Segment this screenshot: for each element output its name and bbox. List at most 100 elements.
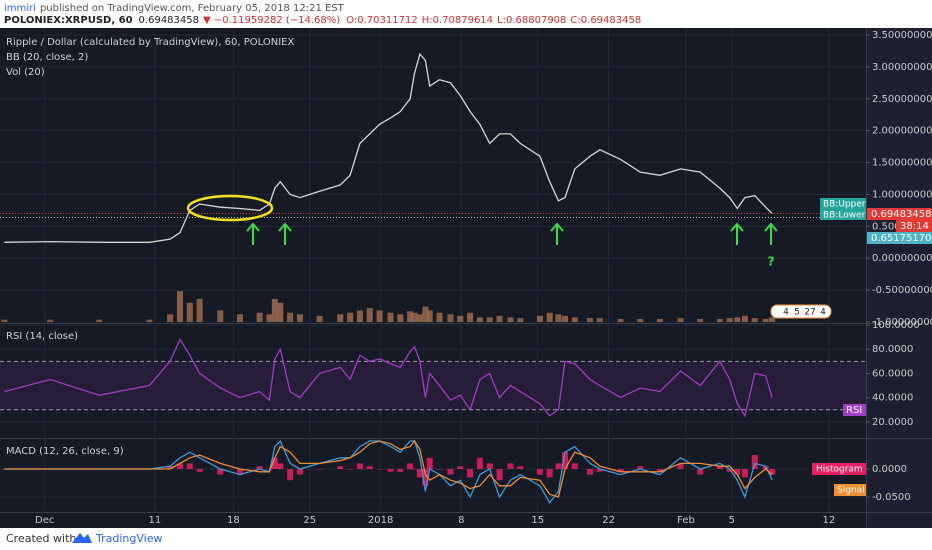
pane-title: MACD (12, 26, close, 9): [6, 446, 124, 457]
bar: [536, 469, 543, 475]
open: O:0.70311712: [346, 15, 418, 26]
bar: [476, 317, 483, 322]
y-tick-label: 40.0000: [872, 393, 913, 404]
signal-box: [834, 484, 866, 496]
y-tick-label: 0.0000: [872, 464, 907, 475]
bar: [555, 463, 562, 470]
badge: 5: [794, 308, 800, 318]
bar: [366, 466, 373, 470]
x-tick-label: 15: [531, 515, 544, 526]
badge: 4: [820, 308, 826, 318]
bar: [751, 318, 758, 322]
bar: [517, 318, 524, 322]
header-bg: [0, 0, 932, 28]
y-tick-label: 20.0000: [872, 417, 913, 428]
bar: [467, 312, 474, 322]
bar: [457, 315, 464, 322]
bar: [426, 310, 433, 322]
x-tick-label: 25: [303, 515, 316, 526]
bar: [167, 314, 174, 322]
bb-lower-box: [820, 209, 866, 220]
y-tick-label: 3.00000000: [872, 62, 932, 73]
bar: [397, 314, 404, 322]
symbol: POLONIEX:XRPUSD, 60: [4, 15, 133, 26]
pane: [1, 291, 776, 322]
close: C:0.69483458: [570, 15, 641, 26]
bar: [587, 469, 594, 475]
bar: [571, 463, 578, 470]
arrow: [730, 222, 744, 245]
y-tick-label: 1.00000000: [872, 189, 932, 200]
plots: Dec 11 18 25 2018 8 15 22 Feb 5 12 3.50000000 3.0000…: [0, 28, 932, 526]
rsi-label: RSI: [846, 405, 862, 416]
bar: [457, 466, 464, 470]
bar: [726, 318, 733, 322]
bar: [287, 312, 294, 322]
y-tick-label: 2.00000000: [872, 126, 932, 137]
bar: [356, 463, 363, 470]
bar: [397, 469, 404, 472]
countdown-label: 38:14: [900, 221, 929, 232]
bar: [271, 457, 278, 470]
bar: [47, 319, 54, 322]
bar: [407, 311, 414, 322]
bar: [486, 463, 493, 470]
bar: [587, 318, 594, 322]
published: published on TradingView.com, February 0…: [40, 3, 345, 14]
y-tick-label: -0.50000000: [872, 285, 932, 296]
bar: [561, 452, 568, 470]
bar: [426, 457, 433, 470]
arrows: [246, 222, 778, 245]
bar: [741, 469, 748, 478]
annotation: ?: [768, 255, 775, 269]
bar: [734, 469, 741, 475]
bar: [436, 312, 443, 322]
bar: [762, 318, 769, 322]
chart-bg: [0, 28, 932, 528]
bar: [196, 469, 203, 472]
bar: [507, 317, 514, 322]
bar: [536, 315, 543, 322]
pane: [0, 325, 866, 423]
bar: [656, 318, 663, 322]
logo: [72, 533, 92, 543]
bar: [376, 310, 383, 322]
bar: [677, 318, 684, 322]
x-tick-label: Feb: [677, 515, 695, 526]
series-line: [4, 440, 773, 504]
bar: [486, 317, 493, 322]
bar: [366, 308, 373, 322]
bar: [407, 463, 414, 470]
level-band: [0, 361, 866, 410]
bar: [561, 315, 568, 322]
bb-upper-label: BB:Upper: [823, 200, 866, 210]
arrow: [246, 222, 260, 245]
bar: [571, 317, 578, 322]
bar: [256, 466, 263, 470]
bar: [271, 298, 278, 322]
series-line: [4, 440, 773, 498]
bar: [416, 314, 423, 322]
bar: [422, 469, 429, 486]
histogram-label: Histogram: [816, 465, 863, 475]
y-tick-label: -0.0500: [872, 492, 911, 503]
bb-upper-box: [820, 198, 866, 209]
bar: [347, 312, 354, 322]
x-tick-label: 12: [823, 515, 836, 526]
indicator-legend: Vol (20): [6, 67, 45, 78]
footer-brand[interactable]: TradingView: [95, 532, 162, 545]
bar: [496, 315, 503, 322]
bar: [467, 469, 474, 478]
x-tick-label: 11: [149, 515, 162, 526]
y-tick-label: -1.00000000: [872, 317, 932, 328]
x-tick-label: 2018: [368, 515, 393, 526]
last-price-label: 0.69483458: [871, 209, 931, 220]
bar: [726, 469, 733, 472]
bar: [186, 463, 193, 470]
bar: [596, 318, 603, 322]
bar: [411, 469, 418, 470]
x-tick-label: 8: [458, 515, 464, 526]
bar: [716, 466, 723, 470]
y-tick-label: 0.500: [872, 221, 901, 232]
